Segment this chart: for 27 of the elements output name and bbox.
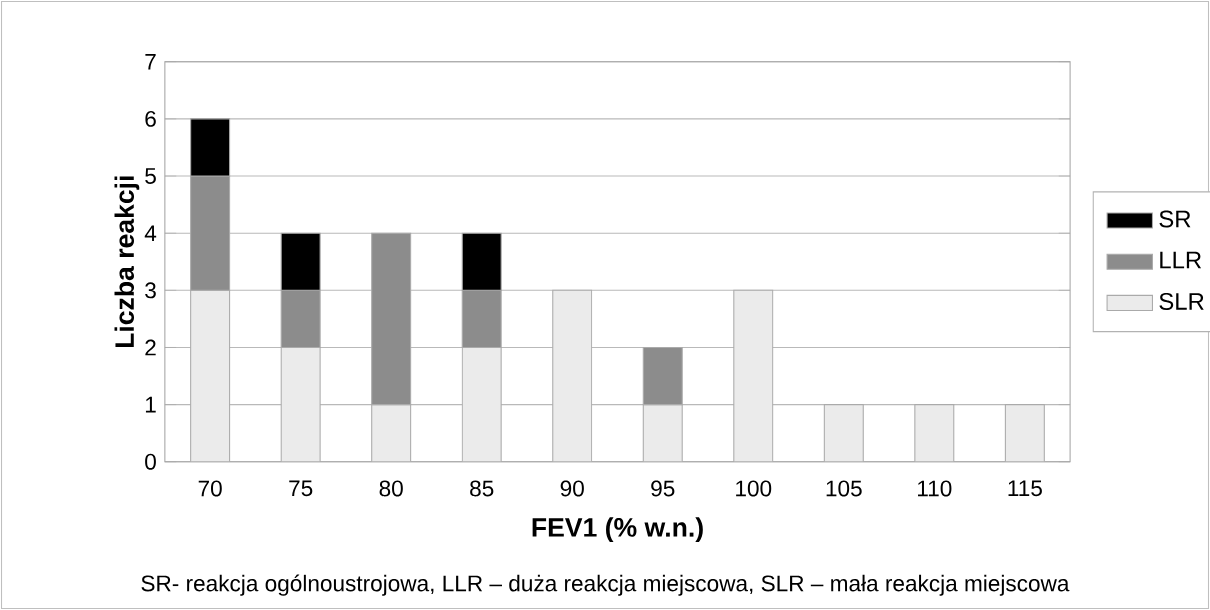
x-tick-label: 80 (379, 480, 403, 497)
y-tick-label: 7 (145, 53, 156, 70)
x-tick-label: 85 (470, 480, 494, 497)
x-tick-label: 115 (1008, 480, 1042, 497)
x-tick-label: 100 (736, 480, 772, 497)
y-tick-label: 4 (144, 225, 157, 241)
x-axis-title: FEV1 (% w.n.) (532, 517, 703, 543)
y-axis-title: Liczba reakcji (114, 176, 140, 348)
x-tick-label: 110 (918, 480, 952, 497)
text: SR- reakcja ogólnoustrojowa, LLR – duża reakcja miejscowa, SLR – mała reakcja miejscowa (141, 574, 1070, 596)
bar (823, 404, 864, 462)
legend-label: SLR (1159, 292, 1204, 310)
bar (1004, 404, 1045, 462)
x-tick-label: 105 (826, 480, 862, 497)
x-tick-label: 70 (198, 480, 222, 497)
legend-label: LLR (1160, 251, 1202, 269)
x-tick-label: 90 (560, 480, 584, 497)
y-tick-label: 3 (145, 282, 156, 299)
y-tick-label: 6 (145, 110, 156, 127)
y-tick-label: 0 (145, 453, 156, 470)
bar (914, 404, 955, 462)
y-tick-label: 1 (145, 396, 156, 413)
legend-label: SR (1159, 210, 1191, 228)
y-tick-label: 2 (145, 339, 156, 356)
x-tick-label: 95 (651, 480, 675, 497)
y-tick-label: 5 (145, 168, 156, 184)
x-tick-label: 75 (289, 480, 313, 497)
